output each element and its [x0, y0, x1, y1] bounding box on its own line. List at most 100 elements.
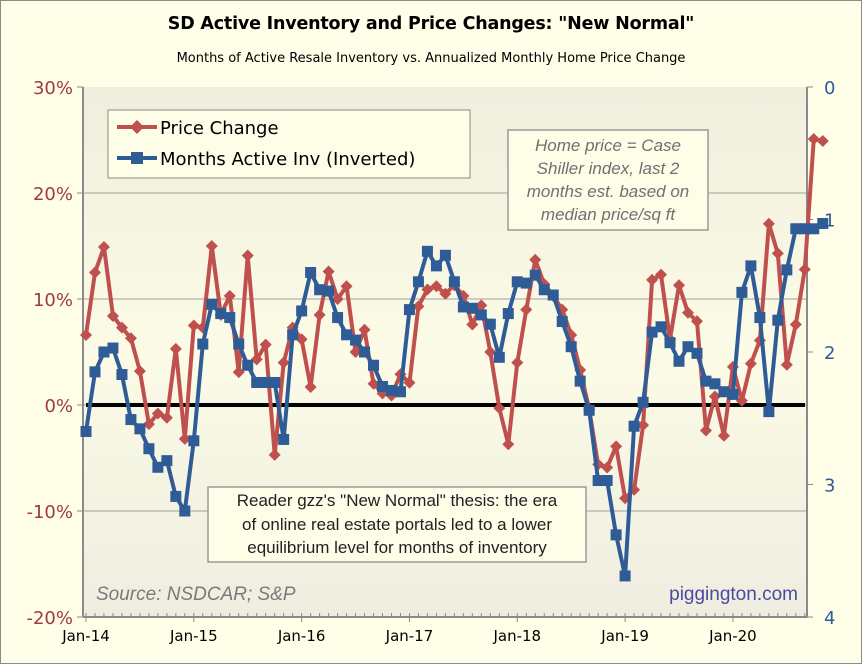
- price-change-point: [88, 266, 101, 279]
- inventory-point: [592, 475, 604, 487]
- price-change-point: [169, 342, 182, 355]
- inventory-point: [565, 341, 577, 353]
- legend-label-inventory: Months Active Inv (Inverted): [160, 149, 415, 170]
- inventory-point: [817, 217, 829, 229]
- inventory-point: [332, 312, 344, 324]
- inventory-point: [448, 276, 460, 288]
- inventory-point: [610, 529, 622, 541]
- inventory-point: [80, 426, 92, 437]
- price-change-point: [421, 283, 434, 296]
- inventory-point: [170, 490, 182, 502]
- chart-title: SD Active Inventory and Price Changes: "…: [167, 14, 695, 34]
- inventory-point: [394, 386, 406, 398]
- price-change-point: [493, 402, 506, 415]
- y-right-tick-label: 4: [824, 608, 835, 629]
- inventory-point: [341, 329, 353, 341]
- y-left-tick-label: 10%: [33, 290, 73, 311]
- thesis-line: equilibrium level for months of inventor…: [247, 538, 547, 557]
- price-change-point: [160, 411, 173, 424]
- price-change-point: [250, 353, 263, 366]
- inventory-point: [646, 326, 658, 338]
- legend-box: [107, 109, 471, 179]
- inventory-point: [790, 223, 802, 235]
- price-change-point: [646, 273, 659, 286]
- inventory-point: [457, 301, 469, 313]
- note-line: months est. based on: [527, 182, 690, 201]
- price-change-point: [313, 308, 326, 321]
- series-layer: [80, 132, 829, 582]
- price-change-point: [789, 318, 802, 331]
- price-change-point: [771, 247, 784, 260]
- y-left-tick-label: 0%: [44, 396, 73, 417]
- y-left-tick-label: -20%: [26, 608, 73, 629]
- price-change-point: [520, 303, 533, 316]
- inventory-point: [808, 223, 820, 235]
- price-change-point: [717, 429, 730, 442]
- inventory-point: [538, 284, 550, 296]
- price-change-point: [807, 132, 820, 145]
- inventory-point: [197, 338, 209, 350]
- inventory-point: [547, 289, 559, 301]
- price-change-point: [744, 357, 757, 370]
- x-tick-label: Jan-20: [708, 627, 757, 645]
- price-change-point: [259, 338, 272, 351]
- price-change-point: [124, 332, 137, 345]
- x-tick-label: Jan-19: [600, 627, 649, 645]
- x-tick-label: Jan-16: [277, 627, 326, 645]
- y-right-tick-label: 2: [824, 343, 835, 364]
- inventory-point: [556, 316, 568, 328]
- thesis-line: of online real estate portals led to a l…: [242, 515, 552, 534]
- y-left-tick-label: -10%: [26, 502, 73, 523]
- inventory-point: [323, 285, 335, 297]
- chart-subtitle: Months of Active Resale Inventory vs. An…: [176, 51, 686, 66]
- inventory-point: [385, 384, 397, 396]
- y-right-tick-label: 0: [824, 78, 835, 99]
- inventory-point: [143, 443, 155, 455]
- inventory-point: [727, 388, 739, 400]
- price-change-point: [466, 318, 479, 331]
- inventory-point: [574, 375, 586, 387]
- price-change-point: [699, 424, 712, 437]
- x-tick-label: Jan-17: [385, 627, 434, 645]
- inventory-point: [655, 321, 667, 333]
- price-change-point: [241, 249, 254, 262]
- inventory-point: [745, 260, 757, 272]
- price-change-point: [304, 380, 317, 393]
- inventory-point: [98, 346, 110, 358]
- price-change-point: [340, 280, 353, 293]
- inventory-point: [403, 304, 415, 316]
- inventory-point: [314, 284, 326, 296]
- inventory-point: [475, 309, 487, 321]
- price-change-point: [367, 377, 380, 390]
- price-change-point: [178, 432, 191, 445]
- price-change-point: [223, 289, 236, 302]
- inventory-point: [368, 359, 380, 371]
- x-tick-label: Jan-15: [169, 627, 218, 645]
- price-change-point: [358, 323, 371, 336]
- inventory-point: [215, 308, 227, 320]
- note-box: [507, 129, 709, 231]
- thesis-box: [207, 486, 587, 563]
- inventory-point: [224, 312, 236, 324]
- price-change-point: [780, 358, 793, 371]
- note-line: Home price = Case: [535, 136, 681, 155]
- price-change-point: [106, 309, 119, 322]
- inventory-point: [628, 420, 640, 432]
- note-line: Shiller index, last 2: [537, 159, 680, 178]
- price-change-point: [735, 394, 748, 407]
- inventory-point: [439, 249, 451, 261]
- price-change-point: [502, 438, 515, 451]
- inventory-point: [637, 396, 649, 408]
- price-change-point: [322, 265, 335, 278]
- price-change-point: [601, 461, 614, 474]
- inventory-point: [520, 277, 532, 289]
- inventory-point: [188, 435, 200, 447]
- inventory-point: [763, 406, 775, 418]
- inventory-point: [242, 359, 254, 371]
- price-change-point: [655, 268, 668, 281]
- price-change-point: [708, 390, 721, 403]
- price-change-point: [232, 366, 245, 379]
- price-change-point: [349, 346, 362, 358]
- inventory-point: [772, 314, 784, 326]
